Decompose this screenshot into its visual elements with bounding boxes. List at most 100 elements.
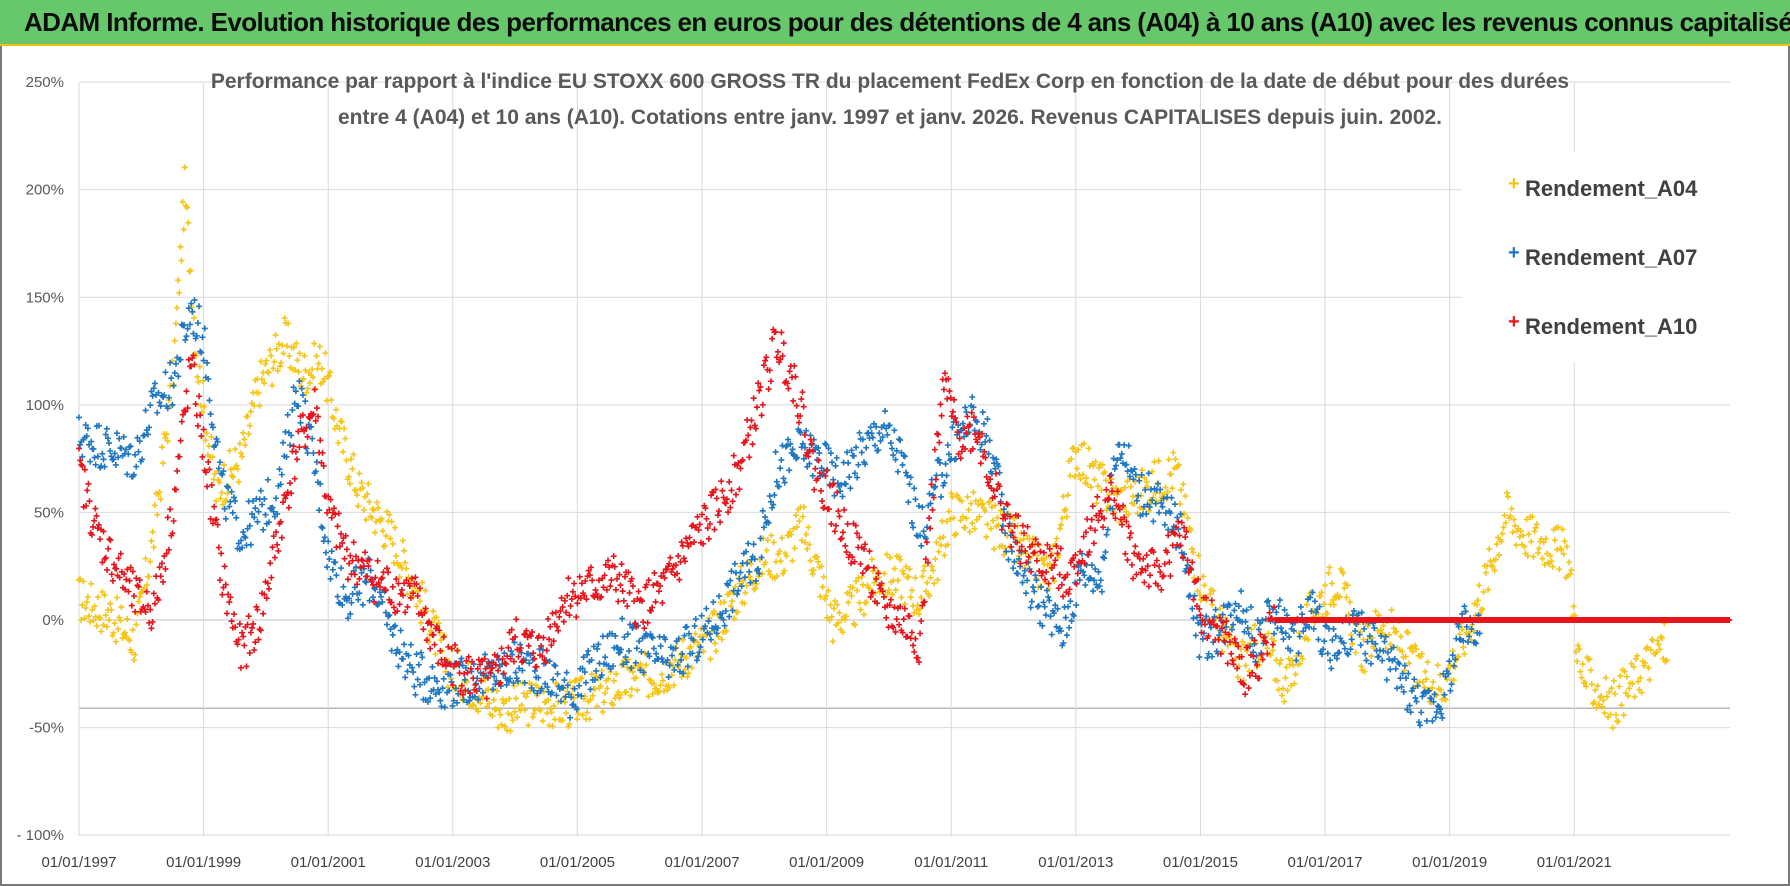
data-point (149, 618, 156, 625)
data-point (714, 625, 721, 632)
data-point (341, 425, 348, 432)
data-point (370, 507, 377, 514)
data-point (773, 354, 780, 361)
data-point (308, 423, 315, 430)
data-point (186, 268, 193, 275)
data-point (926, 592, 933, 599)
data-point (957, 455, 964, 462)
data-point (1143, 478, 1150, 485)
data-point (915, 659, 922, 666)
data-point (99, 450, 106, 457)
data-point (948, 413, 955, 420)
data-point (578, 692, 585, 699)
data-point (269, 544, 276, 551)
data-point (1119, 521, 1126, 528)
data-point (984, 416, 991, 423)
data-point (190, 314, 197, 321)
data-point (386, 612, 393, 619)
data-point (747, 579, 754, 586)
data-point (588, 564, 595, 571)
data-point (566, 612, 573, 619)
data-point (713, 495, 720, 502)
data-point (907, 474, 914, 481)
data-point (923, 539, 930, 546)
data-point (1243, 607, 1250, 614)
data-point (653, 685, 660, 692)
data-point (886, 602, 893, 609)
data-point (927, 574, 934, 581)
data-point (1386, 656, 1393, 663)
data-point (1165, 456, 1172, 463)
data-point (985, 450, 992, 457)
data-point (1091, 476, 1098, 483)
data-point (1591, 698, 1598, 705)
data-point (497, 679, 504, 686)
data-point (357, 564, 364, 571)
data-point (956, 435, 963, 442)
data-point (1362, 650, 1369, 657)
data-point (160, 578, 167, 585)
data-point (1356, 631, 1363, 638)
data-point (1223, 624, 1230, 631)
data-point (310, 450, 317, 457)
data-point (1500, 524, 1507, 531)
data-point (301, 428, 308, 435)
data-point (1313, 609, 1320, 616)
data-point (734, 591, 741, 598)
data-point (402, 674, 409, 681)
data-point (519, 667, 526, 674)
data-point (1008, 543, 1015, 550)
data-point (246, 422, 253, 429)
data-point (830, 605, 837, 612)
data-point (1194, 587, 1201, 594)
data-point (1067, 598, 1074, 605)
data-point (1035, 602, 1042, 609)
data-point (290, 443, 297, 450)
data-point (874, 600, 881, 607)
data-point (1325, 570, 1332, 577)
data-point (750, 395, 757, 402)
data-point (896, 553, 903, 560)
data-point (1622, 689, 1629, 696)
data-point (1110, 510, 1117, 517)
data-point (1437, 706, 1444, 713)
data-point (932, 476, 939, 483)
data-point (624, 603, 631, 610)
data-point (275, 341, 282, 348)
data-point (559, 717, 566, 724)
data-point (312, 468, 319, 475)
data-point (155, 389, 162, 396)
data-point (919, 573, 926, 580)
data-point (1117, 516, 1124, 523)
data-point (455, 660, 462, 667)
data-point (786, 467, 793, 474)
data-point (815, 457, 822, 464)
data-point (764, 518, 771, 525)
data-point (842, 542, 849, 549)
data-point (1452, 656, 1459, 663)
data-point (133, 463, 140, 470)
data-point (713, 648, 720, 655)
data-point (1044, 587, 1051, 594)
data-point (1092, 527, 1099, 534)
data-point (1386, 631, 1393, 638)
data-point (490, 696, 497, 703)
data-point (1022, 547, 1029, 554)
data-point (781, 567, 788, 574)
data-point (887, 596, 894, 603)
data-point (489, 664, 496, 671)
data-point (126, 637, 133, 644)
data-point (392, 622, 399, 629)
data-point (653, 650, 660, 657)
data-point (567, 679, 574, 686)
data-point (1347, 646, 1354, 653)
data-point (764, 537, 771, 544)
data-point (600, 699, 607, 706)
data-point (977, 460, 984, 467)
data-point (432, 651, 439, 658)
data-point (1371, 625, 1378, 632)
data-point (399, 537, 406, 544)
data-point (1253, 662, 1260, 669)
data-point (508, 648, 515, 655)
data-point (604, 685, 611, 692)
